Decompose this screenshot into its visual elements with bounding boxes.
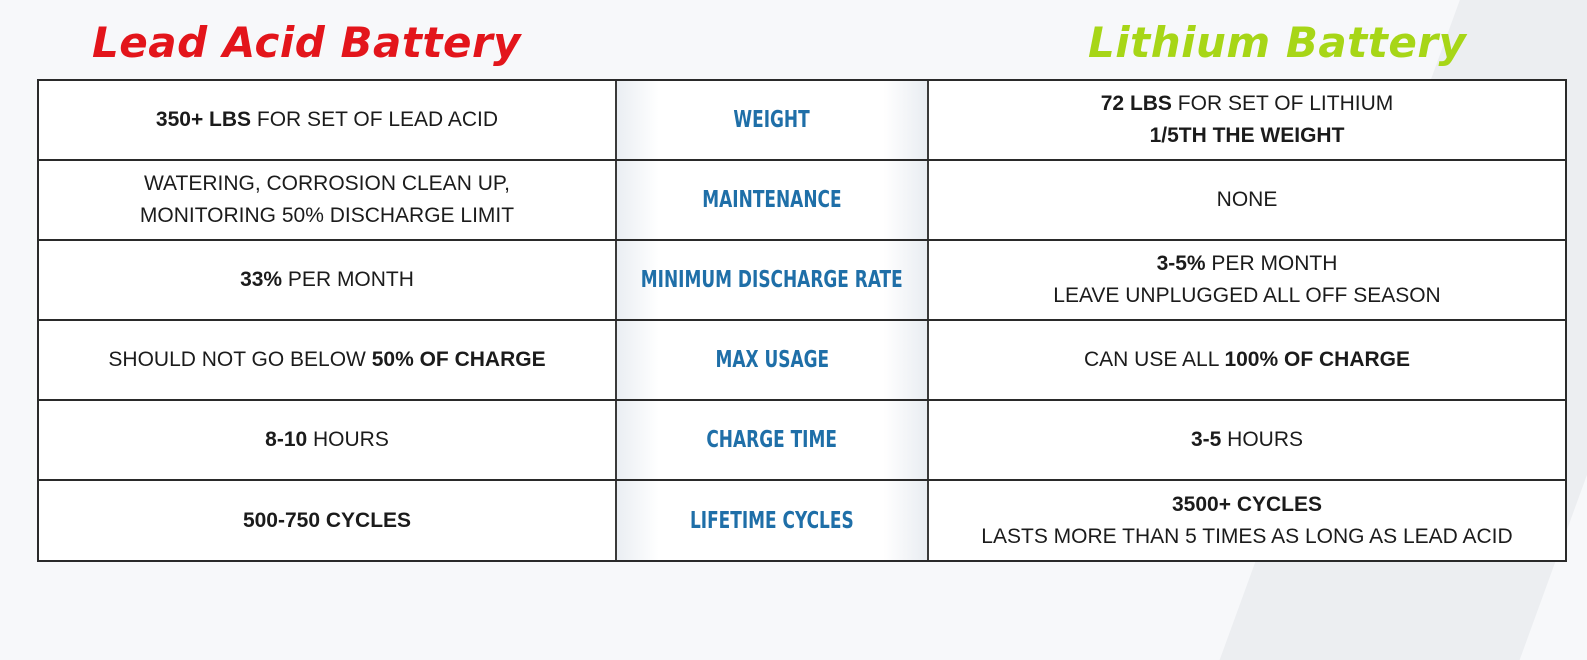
lead-acid-cell: 33% PER MONTH (39, 241, 615, 319)
cell-text: LASTS MORE THAN 5 TIMES AS LONG AS LEAD … (981, 525, 1513, 548)
cell-text: NONE (1216, 188, 1278, 211)
cell-bold: 100% OF CHARGE (1224, 348, 1410, 371)
category-label: CHARGE TIME (706, 427, 838, 453)
cell-bold: 1/5TH THE WEIGHT (1149, 124, 1345, 147)
cell-bold: 350+ LBS (155, 108, 252, 131)
lead-acid-cell: 350+ LBS FOR SET OF LEAD ACID (39, 81, 615, 159)
category-label: WEIGHT (733, 107, 811, 133)
lithium-cell: 3-5 HOURS (929, 401, 1565, 479)
cell-bold: 3500+ CYCLES (1172, 493, 1322, 516)
lithium-cell: 72 LBS FOR SET OF LITHIUM 1/5TH THE WEIG… (929, 81, 1565, 159)
lithium-cell: 3500+ CYCLES LASTS MORE THAN 5 TIMES AS … (929, 481, 1565, 561)
lithium-cell: CAN USE ALL 100% OF CHARGE (929, 321, 1565, 399)
cell-bold: 72 LBS (1100, 92, 1172, 115)
cell-bold: 33% (240, 268, 283, 291)
lead-acid-cell: 8-10 HOURS (39, 401, 615, 479)
cell-text: SHOULD NOT GO BELOW (108, 348, 372, 371)
cell-bold: 3-5% (1156, 252, 1206, 275)
table-row-maintenance: WATERING, CORROSION CLEAN UP, MONITORING… (39, 161, 1565, 241)
category-label: MAINTENANCE (702, 187, 842, 213)
lithium-cell: NONE (929, 161, 1565, 239)
cell-bold: 8-10 (265, 428, 308, 451)
lead-acid-cell: 500-750 CYCLES (39, 481, 615, 561)
table-row-lifetime-cycles: 500-750 CYCLES LIFETIME CYCLES 3500+ CYC… (39, 481, 1565, 561)
category-cell: MINIMUM DISCHARGE RATE (617, 241, 927, 319)
cell-text: CAN USE ALL (1084, 348, 1225, 371)
comparison-table: 350+ LBS FOR SET OF LEAD ACID WEIGHT 72 … (37, 79, 1567, 562)
table-row-minimum-discharge-rate: 33% PER MONTH MINIMUM DISCHARGE RATE 3-5… (39, 241, 1565, 321)
category-label: MAX USAGE (715, 347, 829, 373)
table-row-charge-time: 8-10 HOURS CHARGE TIME 3-5 HOURS (39, 401, 1565, 481)
cell-text: HOURS (1221, 428, 1304, 451)
cell-bold: 50% OF CHARGE (371, 348, 546, 371)
table-row-weight: 350+ LBS FOR SET OF LEAD ACID WEIGHT 72 … (39, 81, 1565, 161)
cell-bold: 3-5 (1190, 428, 1222, 451)
cell-text: MONITORING 50% DISCHARGE LIMIT (139, 204, 515, 227)
cell-bold: 500-750 CYCLES (242, 509, 412, 532)
category-cell: LIFETIME CYCLES (617, 481, 927, 561)
category-cell: WEIGHT (617, 81, 927, 159)
cell-text: WATERING, CORROSION CLEAN UP, (144, 172, 510, 195)
lead-acid-cell: SHOULD NOT GO BELOW 50% OF CHARGE (39, 321, 615, 399)
table-row-max-usage: SHOULD NOT GO BELOW 50% OF CHARGE MAX US… (39, 321, 1565, 401)
lead-acid-title: Lead Acid Battery (92, 18, 522, 67)
category-label: MINIMUM DISCHARGE RATE (641, 267, 903, 293)
comparison-header: Lead Acid Battery Lithium Battery (0, 10, 1587, 78)
cell-text: FOR SET OF LITHIUM (1171, 92, 1394, 115)
lead-acid-cell: WATERING, CORROSION CLEAN UP, MONITORING… (39, 161, 615, 239)
lithium-title: Lithium Battery (1088, 18, 1467, 67)
category-cell: MAX USAGE (617, 321, 927, 399)
category-cell: CHARGE TIME (617, 401, 927, 479)
cell-text: LEAVE UNPLUGGED ALL OFF SEASON (1053, 284, 1441, 307)
lithium-cell: 3-5% PER MONTH LEAVE UNPLUGGED ALL OFF S… (929, 241, 1565, 319)
cell-text: PER MONTH (282, 268, 414, 291)
cell-text: HOURS (307, 428, 389, 451)
category-cell: MAINTENANCE (617, 161, 927, 239)
category-label: LIFETIME CYCLES (690, 508, 854, 534)
cell-text: FOR SET OF LEAD ACID (251, 108, 499, 131)
cell-text: PER MONTH (1205, 252, 1338, 275)
